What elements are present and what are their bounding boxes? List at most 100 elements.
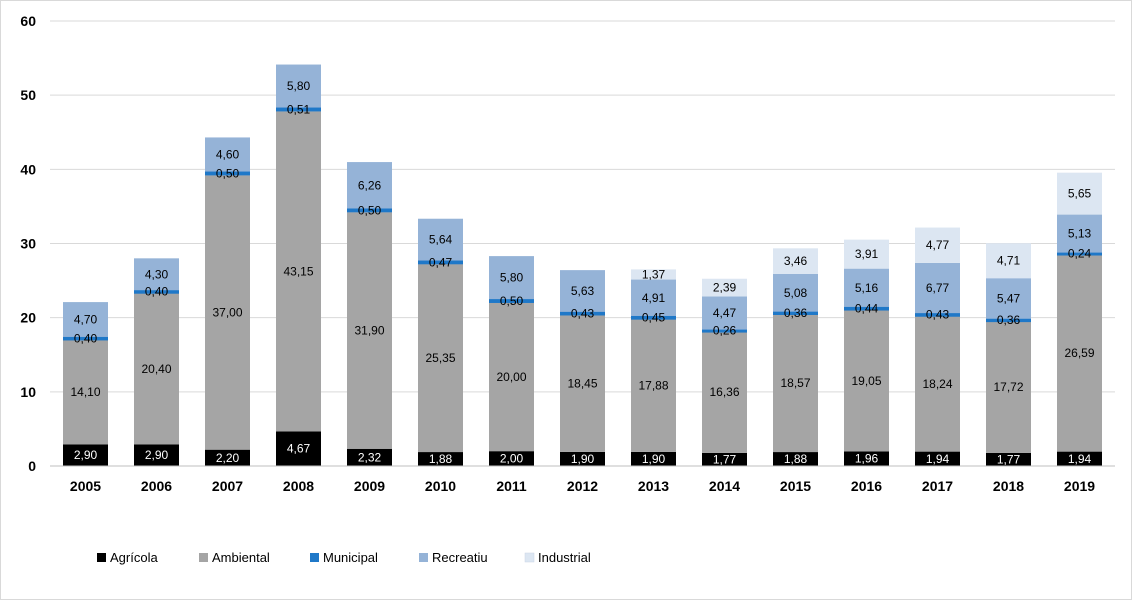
bar-segment [489,451,534,466]
data-label: 18,24 [922,377,952,391]
bar-segment [844,310,889,452]
bar-segment [631,269,676,280]
bar-segment [418,452,463,466]
data-label: 2,39 [713,281,737,295]
bar-segment [418,218,463,261]
y-tick-label: 50 [20,87,36,103]
bar-segment [560,451,605,466]
data-label: 5,80 [287,79,311,93]
data-label: 19,05 [851,374,881,388]
data-label: 26,59 [1064,346,1094,360]
data-label: 6,77 [926,281,950,295]
bar-segment [418,264,463,453]
x-tick-label: 2013 [638,478,669,494]
bar-segment [986,318,1031,323]
bar-segment [702,331,747,453]
data-label: 1,90 [642,452,666,466]
bar-segment [631,451,676,466]
x-tick-label: 2014 [709,478,740,494]
data-label: 2,90 [74,448,98,462]
data-label: 1,77 [713,452,737,466]
data-label: 5,64 [429,233,453,247]
bar-segment [1057,254,1102,452]
data-label: 0,50 [358,203,382,217]
bar-segment [347,208,392,213]
data-label: 5,80 [500,271,524,285]
bar-segment [844,306,889,311]
bar-segment [63,339,108,445]
data-label: 1,94 [1068,452,1092,466]
data-label: 5,16 [855,281,879,295]
data-label: 5,47 [997,291,1021,305]
bar-segment [489,302,534,452]
x-axis: 2005 2006 2007 2008 2009 2010 2011 2012 2013 2014… [50,465,1115,494]
bar-segment [205,137,250,172]
data-label: 3,91 [855,247,879,261]
y-tick-label: 30 [20,236,36,252]
bar-segment [915,451,960,466]
bar-segment [418,260,463,265]
bar-segment [276,431,321,466]
bar-segment [1057,451,1102,466]
data-label: 0,40 [145,285,169,299]
y-tick-label: 0 [28,458,36,474]
bar-segment [631,319,676,452]
y-tick-label: 20 [20,310,36,326]
data-label: 5,13 [1068,227,1092,241]
bar-segment [134,289,179,294]
data-label: 18,57 [780,376,810,390]
legend-label: Industrial [538,550,591,565]
data-label: 3,46 [784,254,808,268]
data-label: 0,36 [784,306,808,320]
data-label: 2,00 [500,452,524,466]
legend-swatch [97,553,106,562]
x-tick-label: 2017 [922,478,953,494]
x-tick-label: 2010 [425,478,456,494]
bar-segment [986,243,1031,279]
bar-segment [134,293,179,445]
data-label: 20,40 [141,362,171,376]
data-label: 37,00 [212,305,242,319]
data-label: 5,63 [571,284,595,298]
bar-segment [205,449,250,466]
data-label: 31,90 [354,323,384,337]
bar-segment [205,171,250,176]
x-tick-label: 2005 [70,478,101,494]
data-label: 0,44 [855,302,879,316]
data-label: 4,67 [287,442,311,456]
bar-segment [134,258,179,291]
x-tick-label: 2006 [141,478,172,494]
legend-label: Municipal [323,550,378,565]
y-tick-label: 10 [20,384,36,400]
data-label: 2,90 [145,448,169,462]
y-axis: 0 10 20 30 40 50 60 [20,13,36,474]
y-tick-label: 40 [20,161,36,177]
legend-label: Recreatiu [432,550,488,565]
data-label: 4,77 [926,238,950,252]
data-label: 4,60 [216,148,240,162]
data-label: 0,24 [1068,247,1092,261]
data-label: 4,70 [74,313,98,327]
bar-segment [773,273,818,312]
bar-segment [773,452,818,466]
legend-label: Agrícola [110,550,158,565]
bar-segment [560,315,605,452]
data-label: 2,20 [216,451,240,465]
data-label: 1,88 [429,452,453,466]
y-tick-label: 60 [20,13,36,29]
x-tick-label: 2019 [1064,478,1095,494]
bar-segment [63,444,108,466]
x-tick-label: 2016 [851,478,882,494]
data-label: 5,08 [784,286,808,300]
data-label: 1,77 [997,452,1021,466]
data-label: 43,15 [283,264,313,278]
data-label: 1,94 [926,452,950,466]
bar-segment [773,310,818,315]
data-label: 1,37 [642,267,666,281]
data-label: 2,32 [358,450,382,464]
legend-swatch [524,552,535,563]
data-label: 16,36 [709,385,739,399]
data-label: 25,35 [425,351,455,365]
bar-segment [489,256,534,300]
data-label: 20,00 [496,370,526,384]
